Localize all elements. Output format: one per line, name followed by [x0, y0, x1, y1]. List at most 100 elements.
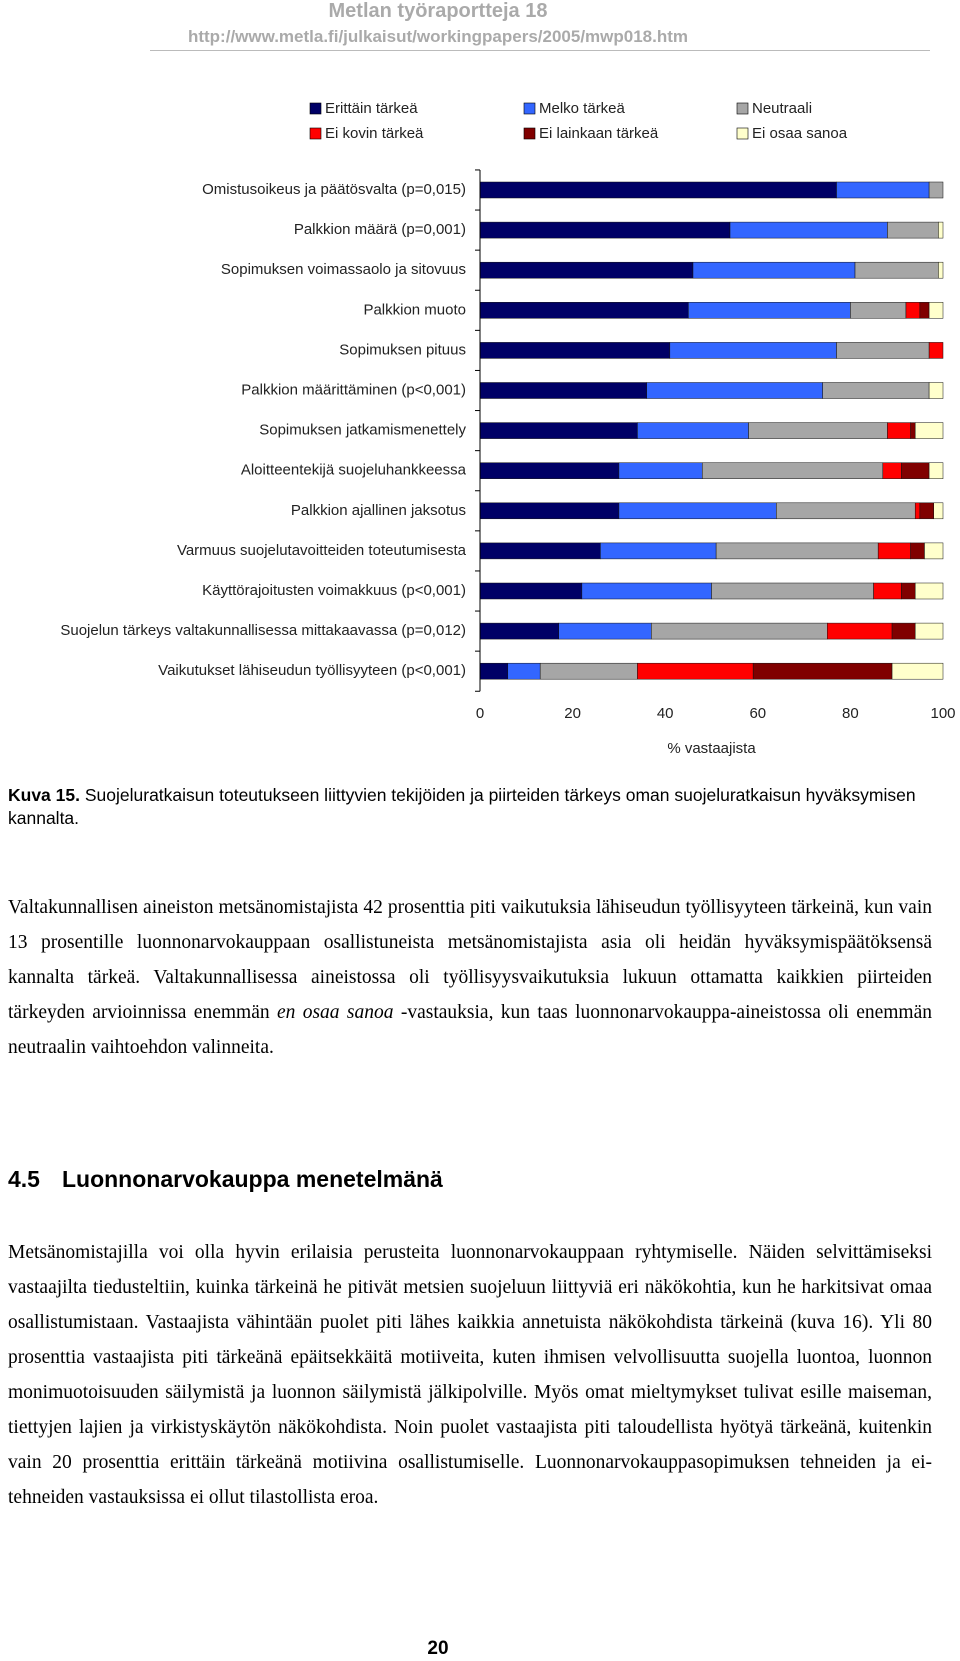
bar-segment	[479, 382, 647, 399]
bar-segment	[924, 542, 944, 560]
bar-segment	[692, 261, 856, 279]
legend-label: Erittäin tärkeä	[325, 100, 418, 117]
x-tick-label: 100	[930, 705, 955, 722]
bar-segment	[618, 502, 777, 520]
bar-segment	[914, 422, 944, 439]
bar-segment	[507, 662, 541, 680]
legend-label: Ei lainkaan tärkeä	[539, 125, 659, 142]
y-tick-label: Sopimuksen jatkamismenettely	[259, 422, 466, 439]
bar-segment	[873, 582, 902, 600]
legend-label: Ei osaa sanoa	[752, 125, 848, 142]
bar-segment	[637, 422, 749, 439]
y-tick-label: Vaikutukset lähiseudun työllisyyteen (p<…	[158, 662, 466, 679]
legend-swatch	[309, 127, 322, 140]
bar-segment	[479, 502, 620, 520]
bar-segment	[914, 502, 921, 520]
text: -vastauksia, kun taas luonnonarvokauppa-…	[8, 1002, 933, 1058]
bar-segment	[933, 502, 944, 520]
text: Valtakunnallisen aineiston metsänomistaj…	[8, 897, 932, 1023]
bar-segment	[891, 662, 944, 680]
bar-segment	[928, 181, 944, 199]
y-tick-label: Suojelun tärkeys valtakunnallisessa mitt…	[60, 622, 466, 639]
paragraph: Valtakunnallisen aineiston metsänomistaj…	[8, 890, 932, 1065]
bar-segment	[836, 181, 930, 199]
bar-segment	[581, 582, 712, 600]
bar-segment	[479, 462, 620, 479]
bar-segment	[919, 502, 934, 520]
caption-label: Kuva 15.	[8, 785, 80, 805]
y-tick-label: Palkkion määrittäminen (p<0,001)	[241, 381, 466, 398]
legend-label: Neutraali	[752, 100, 812, 117]
bar-segment	[938, 261, 944, 279]
bar-segment	[901, 582, 916, 600]
section-number: 4.5	[8, 1166, 40, 1192]
page-number: 20	[427, 1638, 449, 1659]
bar-segment	[651, 622, 828, 640]
bar-segment	[752, 662, 893, 680]
bar-segment	[748, 422, 888, 439]
legend-label: Melko tärkeä	[539, 100, 626, 117]
chart: Erittäin tärkeä Melko tärkeä Neutraali Ei k…	[60, 100, 955, 757]
bar-segment	[882, 462, 902, 479]
y-tick-label: Omistusoikeus ja päätösvalta (p=0,015)	[202, 181, 466, 198]
bar-segment	[715, 542, 879, 560]
x-tick-label: 80	[842, 705, 859, 722]
bar-segment	[479, 542, 601, 560]
bar-segment	[600, 542, 717, 560]
bar-segment	[669, 342, 837, 359]
y-tick-label: Aloitteentekijä suojeluhankkeessa	[241, 462, 467, 479]
bar-segment	[711, 582, 874, 600]
bar-segment	[928, 302, 944, 319]
section-title: Luonnonarvokauppa menetelmänä	[61, 1166, 443, 1192]
y-tick-label: Palkkion muoto	[363, 301, 466, 318]
y-tick-label: Palkkion määrä (p=0,001)	[294, 221, 466, 238]
bar-segment	[905, 302, 921, 319]
x-tick-label: 20	[564, 705, 581, 722]
bar-segment	[822, 382, 930, 399]
x-tick-label: 0	[476, 705, 484, 722]
bar-segment	[850, 302, 907, 319]
bar-segment	[887, 221, 939, 239]
bar-segment	[701, 462, 884, 479]
y-tick-label: Käyttörajoitusten voimakkuus (p<0,001)	[202, 582, 466, 599]
bar-segment	[910, 422, 916, 439]
bar-segment	[479, 221, 731, 239]
bar-segment	[827, 622, 893, 640]
bar-segment	[729, 221, 888, 239]
bar-segment	[479, 582, 583, 600]
bar-segment	[919, 302, 930, 319]
bar-segment	[910, 542, 925, 560]
caption: Kuva 15. Suojeluratkaisun toteutukseen l…	[8, 784, 932, 830]
bar-segment	[479, 422, 638, 439]
bar-segment	[539, 662, 638, 680]
y-tick-label: Varmuus suojelutavoitteiden toteutumises…	[177, 542, 467, 559]
legend-swatch	[736, 127, 749, 140]
paragraph: Metsänomistajilla voi olla hyvin erilais…	[8, 1242, 932, 1508]
bar-segment	[479, 342, 671, 359]
bar-segment	[887, 422, 911, 439]
bar-segment	[877, 542, 911, 560]
x-tick-label: 60	[749, 705, 766, 722]
bar-segment	[836, 342, 930, 359]
emphasis: en osaa sanoa	[276, 1002, 394, 1023]
header-title: Metlan työraportteja 18	[328, 0, 548, 22]
bar-segment	[479, 662, 509, 680]
y-tick-label: Sopimuksen voimassaolo ja sitovuus	[221, 261, 466, 278]
caption-text: Suojeluratkaisun toteutukseen liittyvien…	[8, 785, 916, 828]
legend-swatch	[736, 102, 749, 115]
section-heading: 4.5 Luonnonarvokauppa menetelmänä	[8, 1166, 443, 1193]
x-tick-label: 40	[657, 705, 674, 722]
y-tick-label: Palkkion ajallinen jaksotus	[291, 502, 466, 519]
bar-segment	[479, 181, 837, 199]
legend-label: Ei kovin tärkeä	[325, 125, 424, 142]
bar-segment	[914, 622, 944, 640]
bar-segment	[637, 662, 754, 680]
bar-segment	[928, 342, 944, 359]
bar-segment	[891, 622, 916, 640]
bar-segment	[928, 462, 944, 479]
bar-segment	[854, 261, 939, 279]
header-rule	[150, 50, 930, 51]
bar-segment	[479, 622, 559, 640]
bar-segment	[776, 502, 916, 520]
